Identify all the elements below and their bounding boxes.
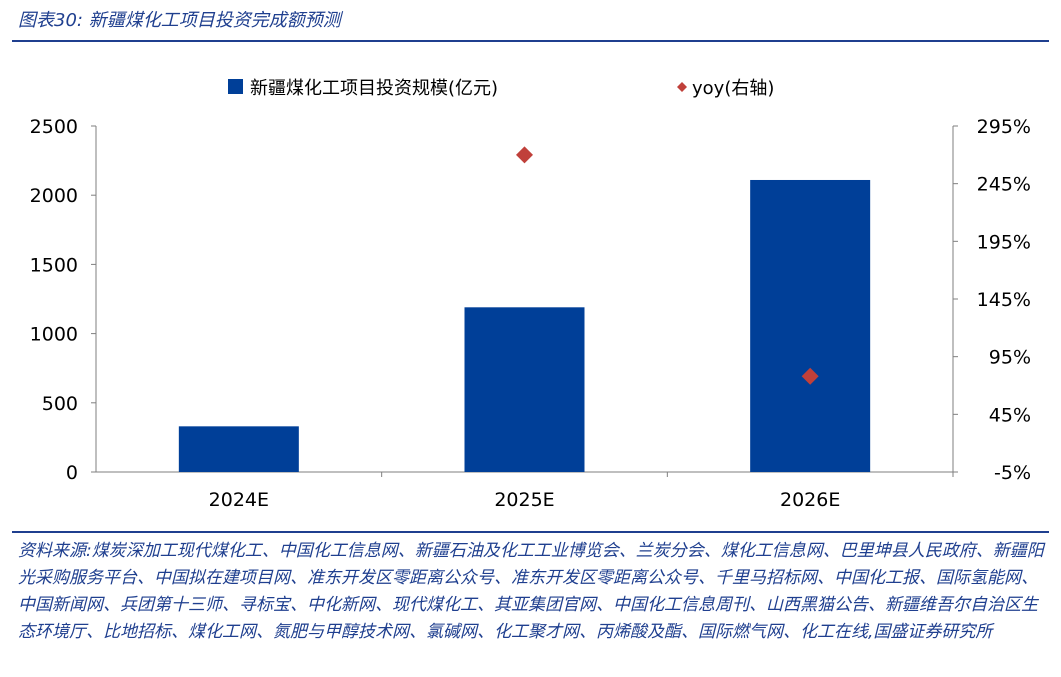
y-right-tick-label: -5% (994, 462, 1031, 484)
y-right-tick-label: 95% (989, 347, 1031, 369)
yoy-point (516, 146, 533, 164)
legend-swatch-investment (228, 79, 243, 94)
y-left-tick-label: 2500 (30, 116, 78, 138)
bar (464, 307, 585, 472)
y-right-tick-label: 195% (977, 231, 1031, 253)
legend-label-investment: 新疆煤化工项目投资规模(亿元) (250, 78, 498, 99)
chart-title: 图表30: 新疆煤化工项目投资完成额预测 (18, 10, 341, 31)
y-left-tick-label: 500 (42, 393, 78, 415)
x-tick-label: 2026E (780, 489, 840, 511)
y-right-tick-label: 295% (977, 116, 1031, 138)
legend-swatch-yoy (677, 82, 687, 92)
legend-label-yoy: yoy(右轴) (692, 78, 774, 99)
y-left-tick-label: 1500 (30, 254, 78, 276)
y-left-tick-label: 2000 (30, 185, 78, 207)
x-tick-label: 2025E (494, 489, 554, 511)
y-left-tick-label: 1000 (30, 324, 78, 346)
yoy-point (801, 367, 819, 385)
y-right-tick-label: 45% (989, 404, 1031, 426)
source-note: 资料来源:煤炭深加工现代煤化工、中国化工信息网、新疆石油及化工工业博览会、兰炭分… (18, 541, 1044, 642)
bar (178, 426, 299, 472)
y-right-tick-label: 145% (977, 289, 1031, 311)
header-rule (12, 40, 1049, 42)
y-right-tick-label: 245% (977, 174, 1031, 196)
bar (750, 179, 871, 472)
footer-rule (12, 531, 1049, 533)
x-tick-label: 2024E (209, 489, 269, 511)
y-left-tick-label: 0 (66, 462, 78, 484)
chart-area: 0 500 1000 1500 2000 2500 -5% 45% 95% 145% 195% 245… (30, 78, 1031, 511)
